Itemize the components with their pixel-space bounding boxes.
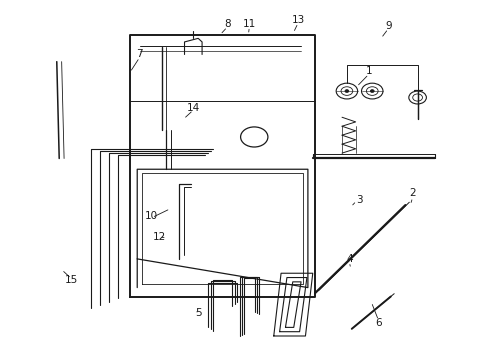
Text: 13: 13 <box>291 15 304 26</box>
Circle shape <box>344 90 348 93</box>
Text: 12: 12 <box>152 232 165 242</box>
Text: 15: 15 <box>64 275 78 285</box>
Text: 3: 3 <box>355 195 362 205</box>
Text: 10: 10 <box>145 211 158 221</box>
Text: 8: 8 <box>224 19 230 29</box>
Circle shape <box>369 90 373 93</box>
Text: 1: 1 <box>365 66 371 76</box>
Text: 2: 2 <box>408 188 415 198</box>
Text: 5: 5 <box>194 308 201 318</box>
Text: 4: 4 <box>346 254 352 264</box>
Text: 9: 9 <box>384 21 391 31</box>
Text: 6: 6 <box>374 319 381 328</box>
Text: 11: 11 <box>242 19 256 29</box>
Text: 14: 14 <box>186 103 200 113</box>
Text: 7: 7 <box>136 49 142 59</box>
